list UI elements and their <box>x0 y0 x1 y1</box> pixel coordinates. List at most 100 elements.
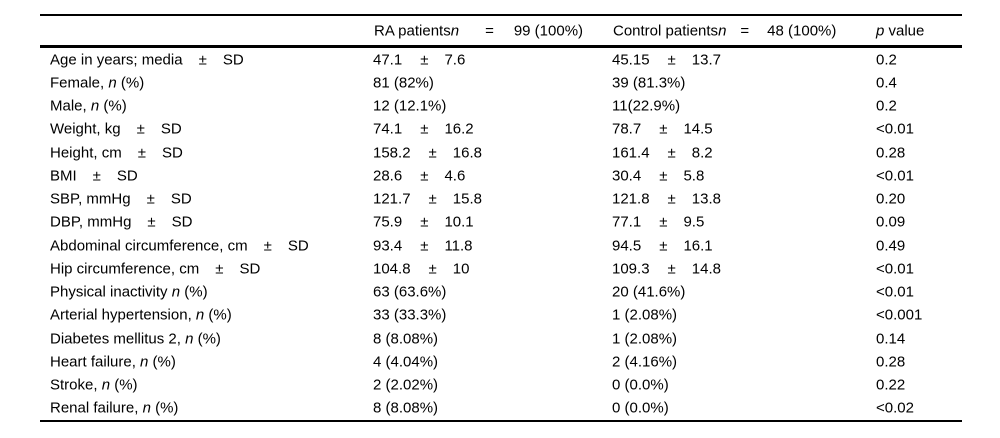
text-part: Hip circumference, cm <box>50 260 200 278</box>
header-ra-patients: RA patientsn = 99 (100%) <box>374 23 583 38</box>
text-part: 77.1 <box>612 213 642 231</box>
text-part: 8.2 <box>691 144 713 162</box>
text-part: 94.5 <box>612 237 642 255</box>
text-part: 20 (41.6%) <box>612 283 686 301</box>
baseline-characteristics-table: RA patientsn = 99 (100%) Control patientsn… <box>40 14 962 422</box>
p-value: <0.01 <box>876 283 914 301</box>
text-part: ± <box>420 120 429 138</box>
text-part: 81 (82%) <box>373 74 434 92</box>
table-row-age: Age in years; media ± SD 47.1 ±7.6 45.15 ±13.7… <box>40 48 962 71</box>
text-part: 109.3 <box>612 260 650 278</box>
text-part: ± <box>92 167 101 185</box>
p-value: 0.49 <box>876 237 906 255</box>
text-part: value <box>884 22 925 39</box>
control-patients-value: 39 (81.3%) <box>612 75 685 90</box>
ra-patients-value: 93.4 ±11.8 <box>373 238 473 253</box>
text-part: 1 (2.08%) <box>612 306 678 324</box>
text-part: 47.1 <box>373 51 403 69</box>
text-part: Heart failure, <box>50 353 141 371</box>
text-part: SD <box>161 144 183 162</box>
text-part: 15.8 <box>452 190 482 208</box>
text-part: 0 (0.0%) <box>612 376 669 394</box>
row-label: Male, n (%) <box>50 99 127 114</box>
text-part: (%) <box>150 399 179 417</box>
text-part: 121.8 <box>612 190 650 208</box>
text-part: 13.7 <box>691 51 721 69</box>
row-label: Heart failure, n (%) <box>50 354 176 369</box>
text-part: 33 (33.3%) <box>373 306 447 324</box>
text-part: 8 (8.08%) <box>373 330 439 348</box>
table-row-bmi: BMI ± SD 28.6 ±4.6 30.4 ±5.8 <0.01 <box>40 164 962 187</box>
text-part: = <box>485 22 494 39</box>
p-value: 0.2 <box>876 97 897 115</box>
table-row-male: Male, n (%) 12 (12.1%) 11(22.9%) 0.2 <box>40 95 962 118</box>
table-row-heart-failure: Heart failure, n (%) 4 (4.04%) 2 (4.16%) 0.… <box>40 350 962 373</box>
control-patients-value: 0 (0.0%) <box>612 401 669 416</box>
text-part: n <box>140 353 149 371</box>
text-part: ± <box>136 120 145 138</box>
text-part: ± <box>420 213 429 231</box>
header-control-patients: Control patientsn = 48 (100%) <box>613 23 836 38</box>
ra-patients-value: 104.8 ±10 <box>373 261 469 276</box>
control-patients-value: 2 (4.16%) <box>612 354 677 369</box>
text-part: 39 (81.3%) <box>612 74 686 92</box>
text-part: SD <box>116 167 138 185</box>
p-value: 0.14 <box>876 330 906 348</box>
ra-patients-value: 74.1 ±16.2 <box>373 122 474 137</box>
ra-patients-value: 4 (4.04%) <box>373 354 438 369</box>
text-part: 158.2 <box>373 144 411 162</box>
text-part: (%) <box>99 97 127 115</box>
control-patients-value: 45.15 ±13.7 <box>612 52 721 67</box>
text-part: = <box>740 22 750 39</box>
text-part: n <box>185 330 194 348</box>
text-part: 75.9 <box>373 213 403 231</box>
row-label: Stroke, n (%) <box>50 378 138 393</box>
text-part: SD <box>170 190 192 208</box>
text-part: 2 (2.02%) <box>373 376 439 394</box>
table-row-abdominal-circumference: Abdominal circumference, cm ± SD 93.4 ±11.8 9… <box>40 234 962 257</box>
text-part: 11(22.9%) <box>612 97 681 115</box>
text-part: RA patients <box>374 22 451 39</box>
control-patients-value: 20 (41.6%) <box>612 285 685 300</box>
text-part: ± <box>147 213 156 231</box>
row-label: DBP, mmHg ± SD <box>50 215 193 230</box>
text-part: ± <box>198 51 207 69</box>
text-part: ± <box>263 237 272 255</box>
table-header-row: RA patientsn = 99 (100%) Control patientsn… <box>40 16 962 45</box>
ra-patients-value: 8 (8.08%) <box>373 401 438 416</box>
text-part: (%) <box>180 283 208 301</box>
text-part: SD <box>222 51 244 69</box>
p-value: 0.2 <box>876 51 897 69</box>
row-label: Height, cm ± SD <box>50 145 183 160</box>
p-value: 0.22 <box>876 376 906 394</box>
row-label: Weight, kg ± SD <box>50 122 182 137</box>
p-value: 0.28 <box>876 144 906 162</box>
text-part: 78.7 <box>612 120 642 138</box>
table-body: Age in years; media ± SD 47.1 ±7.6 45.15 ±13.7… <box>40 48 962 420</box>
header-p-value: p value <box>876 23 924 38</box>
row-label: Arterial hypertension, n (%) <box>50 308 232 323</box>
text-part: n <box>450 22 460 39</box>
p-value: <0.01 <box>876 260 914 278</box>
text-part: 4.6 <box>444 167 466 185</box>
table-row-stroke: Stroke, n (%) 2 (2.02%) 0 (0.0%) 0.22 <box>40 374 962 397</box>
text-part: Weight, kg <box>50 120 121 138</box>
control-patients-value: 30.4 ±5.8 <box>612 168 704 183</box>
text-part: 14.8 <box>691 260 721 278</box>
text-part: 93.4 <box>373 237 403 255</box>
control-patients-value: 121.8 ±13.8 <box>612 192 721 207</box>
p-value: <0.02 <box>876 399 914 417</box>
ra-patients-value: 81 (82%) <box>373 75 434 90</box>
table-row-physical-inactivity: Physical inactivity n (%) 63 (63.6%) 20 (4… <box>40 281 962 304</box>
ra-patients-value: 121.7 ±15.8 <box>373 192 482 207</box>
control-patients-value: 77.1 ±9.5 <box>612 215 704 230</box>
table-row-hip-circumference: Hip circumference, cm ± SD 104.8 ±10 109.3 ±14… <box>40 257 962 280</box>
text-part: ± <box>659 167 668 185</box>
text-part: ± <box>428 144 437 162</box>
text-part: SBP, mmHg <box>50 190 131 208</box>
text-part: n <box>718 22 727 39</box>
text-part: 10 <box>452 260 470 278</box>
text-part: Control patients <box>613 22 719 39</box>
text-part: 7.6 <box>444 51 466 69</box>
text-part: ± <box>659 237 668 255</box>
